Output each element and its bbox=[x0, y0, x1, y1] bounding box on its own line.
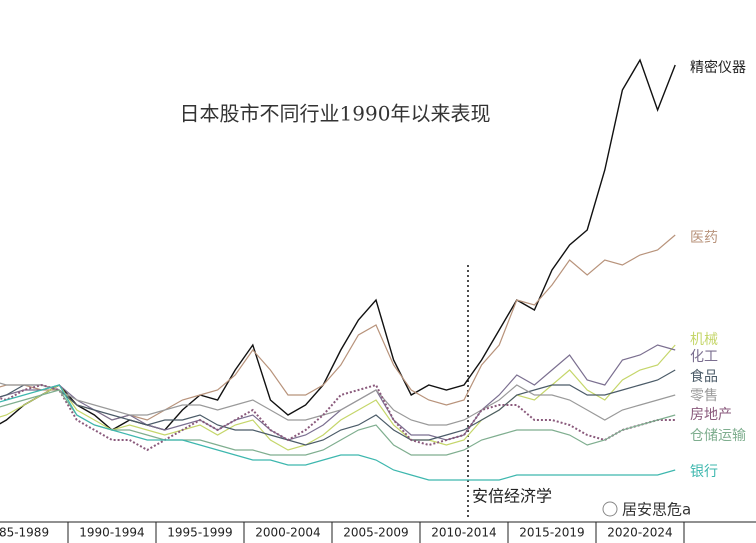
x-tick-label: 1990-1994 bbox=[79, 526, 144, 540]
legend-label: 零售 bbox=[690, 388, 718, 404]
x-tick-label: 2020-2024 bbox=[607, 526, 672, 540]
series-line bbox=[0, 382, 676, 426]
legend-label: 精密仪器 bbox=[690, 59, 746, 76]
legend-label: 化工 bbox=[690, 349, 718, 365]
chart-title: 日本股市不同行业1990年以来表现 bbox=[180, 102, 491, 126]
legend-label: 食品 bbox=[690, 368, 718, 385]
x-tick-label: 2010-2014 bbox=[431, 526, 496, 540]
series-line bbox=[0, 344, 676, 451]
series-line bbox=[0, 384, 676, 481]
x-tick-label: 2015-2019 bbox=[519, 526, 584, 540]
x-tick-label: 2000-2004 bbox=[255, 526, 320, 540]
x-tick-label: 85-1989 bbox=[0, 526, 49, 540]
annotation: 安倍经济学 bbox=[472, 487, 552, 506]
watermark: 居安思危a bbox=[622, 501, 691, 519]
legend-label: 机械 bbox=[690, 332, 718, 348]
legend-label: 医药 bbox=[690, 230, 718, 246]
series-line bbox=[0, 344, 676, 441]
x-tick-label: 2005-2009 bbox=[343, 526, 408, 540]
legend-label: 银行 bbox=[690, 464, 718, 480]
series-line bbox=[0, 369, 676, 446]
legend-label: 房地产 bbox=[690, 407, 732, 423]
x-tick-label: 1995-1999 bbox=[167, 526, 232, 540]
series-line bbox=[0, 234, 676, 421]
watermark-icon bbox=[602, 501, 618, 517]
series-line bbox=[0, 383, 676, 452]
series-line bbox=[0, 58, 676, 431]
legend-label: 仓储运输 bbox=[690, 428, 746, 444]
